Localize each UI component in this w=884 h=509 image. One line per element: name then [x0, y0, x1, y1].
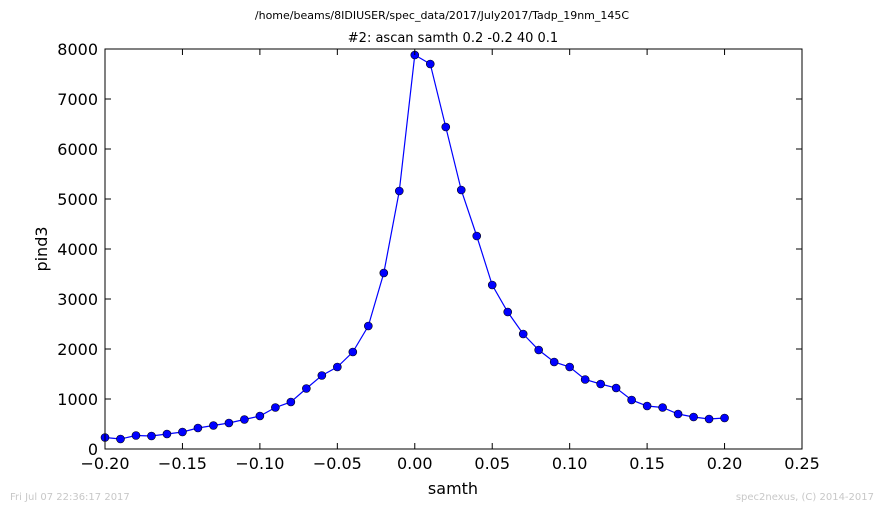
data-point — [596, 379, 605, 389]
data-point — [240, 415, 249, 424]
data-point — [178, 427, 187, 437]
chart-title: #2: ascan samth 0.2 -0.2 40 0.1 — [348, 31, 558, 46]
y-tick-label: 1000 — [57, 390, 98, 409]
x-tick-label: 0.10 — [552, 454, 588, 473]
data-point — [255, 411, 265, 421]
x-axis: −0.20 −0.15 −0.10 −0.05 0.00 0.05 0.10 0.15 0.20… — [80, 49, 820, 473]
x-tick-label: −0.15 — [158, 454, 207, 473]
data-point — [642, 401, 652, 411]
data-point — [673, 409, 683, 419]
data-point — [116, 434, 125, 444]
data-point — [271, 403, 280, 412]
x-tick-label: 0.00 — [397, 454, 433, 473]
data-point — [580, 375, 590, 384]
x-tick-label: −0.05 — [313, 454, 362, 473]
data-point — [425, 59, 435, 69]
data-point — [147, 431, 156, 441]
footer-credit: spec2nexus, (C) 2014-2017 — [735, 492, 874, 503]
y-tick-label: 3000 — [57, 290, 98, 309]
data-point — [224, 418, 234, 428]
data-point — [193, 423, 203, 433]
data-point — [441, 122, 451, 132]
data-point — [348, 347, 358, 357]
data-point — [658, 403, 667, 412]
data-point — [394, 186, 404, 196]
data-point — [209, 421, 218, 430]
x-tick-label: 0.20 — [707, 454, 743, 473]
y-axis-label: pind3 — [32, 226, 51, 271]
y-tick-label: 2000 — [57, 340, 98, 359]
data-point — [472, 231, 482, 241]
data-point — [302, 384, 311, 393]
x-tick-label: −0.10 — [235, 454, 284, 473]
data-point — [162, 429, 172, 439]
data-point — [286, 397, 296, 407]
data-point — [131, 431, 141, 440]
data-point — [689, 412, 698, 422]
data-point — [487, 280, 497, 290]
axes-frame — [104, 48, 803, 450]
y-tick-label: 0 — [88, 440, 98, 459]
data-point — [317, 371, 327, 380]
data-point — [720, 413, 729, 423]
x-axis-label: samth — [428, 479, 478, 498]
x-tick-label: 0.25 — [784, 454, 820, 473]
y-axis: 0 1000 2000 3000 4000 5000 6000 7000 8000 — [57, 40, 802, 459]
data-point — [364, 321, 373, 331]
y-tick-label: 7000 — [57, 90, 98, 109]
data-point — [549, 357, 559, 367]
data-point — [565, 362, 574, 372]
y-tick-label: 6000 — [57, 140, 98, 159]
data-point — [456, 185, 466, 195]
y-tick-label: 8000 — [57, 40, 98, 59]
y-tick-label: 5000 — [57, 190, 98, 209]
data-point — [379, 268, 389, 278]
x-tick-label: 0.05 — [474, 454, 510, 473]
x-tick-label: 0.15 — [629, 454, 665, 473]
plot-area — [100, 50, 729, 444]
chart-suptitle: /home/beams/8IDIUSER/spec_data/2017/July… — [255, 9, 630, 22]
data-point — [704, 414, 714, 424]
data-point — [333, 362, 342, 372]
data-point — [518, 329, 528, 339]
footer-timestamp: Fri Jul 07 22:36:17 2017 — [10, 492, 130, 503]
data-point — [611, 383, 621, 393]
data-point — [503, 307, 513, 317]
x-tick-label: −0.20 — [80, 454, 129, 473]
y-tick-label: 4000 — [57, 240, 98, 259]
data-point — [534, 345, 543, 355]
series-line — [104, 54, 725, 440]
data-point — [627, 395, 636, 405]
